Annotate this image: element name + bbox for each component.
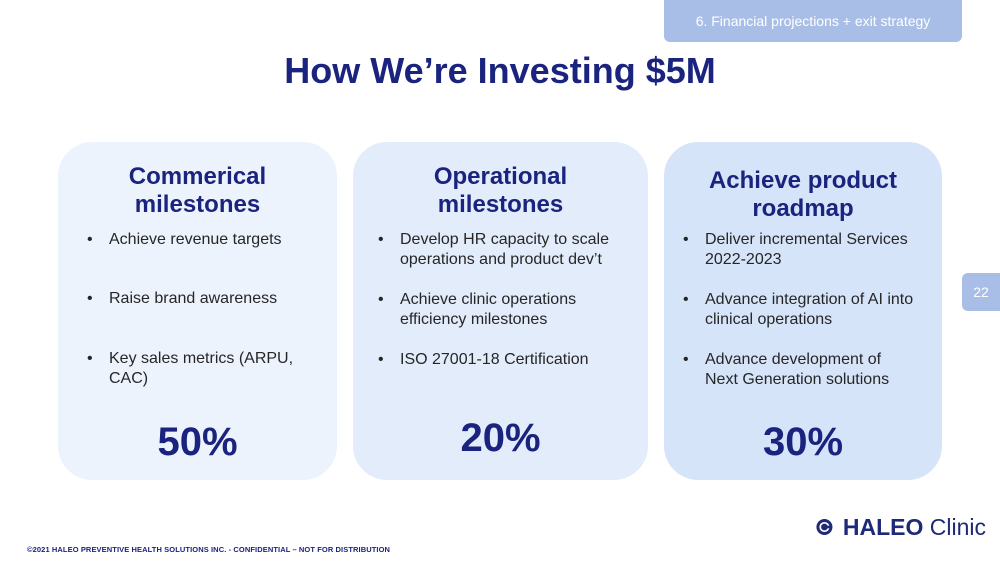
bullet-item: Advance integration of AI into clinical … xyxy=(681,290,939,330)
page-number-tab: 22 xyxy=(962,273,1000,311)
bullet-list: Achieve revenue targets Raise brand awar… xyxy=(85,230,331,389)
bullet-item: Advance development of Next Generation s… xyxy=(681,350,939,390)
bullet-line: Key sales metrics (ARPU, CAC) xyxy=(109,350,294,387)
bullet-line: 2022-2023 xyxy=(705,251,782,268)
card-heading-line: milestones xyxy=(437,191,564,218)
bullet-item: ISO 27001-18 Certification xyxy=(376,350,642,370)
haleo-logo-mark-icon xyxy=(816,518,833,536)
bullet-item: Develop HR capacity to scale operations … xyxy=(376,230,642,270)
allocation-percent: 50% xyxy=(157,420,238,464)
card-heading: Achieve product roadmap xyxy=(664,167,942,223)
bullet-item: Key sales metrics (ARPU, CAC) xyxy=(85,349,331,389)
slide-title: How We’re Investing $5M xyxy=(284,50,716,91)
section-tab: 6. Financial projections + exit strategy xyxy=(664,0,962,42)
bullet-line: Deliver incremental Services xyxy=(705,231,908,248)
logo-wordmark-bold: HALEO xyxy=(842,513,924,540)
allocation-percent: 30% xyxy=(762,420,844,464)
card-product-roadmap: Achieve product roadmap Deliver incremen… xyxy=(664,142,942,480)
logo-wordmark: HALEO Clinic xyxy=(843,514,986,541)
bullet-line: Raise brand awareness xyxy=(109,290,278,307)
bullet-line: Achieve clinic operations xyxy=(400,291,577,308)
bullet-line: Next Generation solutions xyxy=(705,371,890,388)
bullet-list: Deliver incremental Services 2022-2023 A… xyxy=(681,230,939,390)
bullet-list: Develop HR capacity to scale operations … xyxy=(376,230,642,370)
card-heading-line: Achieve product xyxy=(708,167,898,194)
bullet-line: Achieve revenue targets xyxy=(109,231,282,248)
bullet-line: Develop HR capacity to scale xyxy=(400,231,609,248)
card-commercial-milestones: Commerical milestones Achieve revenue ta… xyxy=(58,142,337,480)
card-heading-line: roadmap xyxy=(752,195,854,222)
card-heading-line: Operational xyxy=(433,163,568,190)
bullet-line: clinical operations xyxy=(705,311,833,328)
bullet-line: ISO 27001-18 Certification xyxy=(400,351,589,368)
card-heading-line: Commerical xyxy=(128,163,267,190)
logo-wordmark-light: Clinic xyxy=(929,513,986,540)
page-number: 22 xyxy=(973,284,989,300)
bullet-item: Raise brand awareness xyxy=(85,289,331,309)
section-tab-label: 6. Financial projections + exit strategy xyxy=(695,13,931,29)
footer-copyright: ©2021 HALEO PREVENTIVE HEALTH SOLUTIONS … xyxy=(27,545,391,554)
card-operational-milestones: Operational milestones Develop HR capaci… xyxy=(353,142,648,480)
bullet-line: efficiency milestones xyxy=(400,311,548,328)
bullet-line: Advance development of xyxy=(705,351,882,368)
card-heading: Commerical milestones xyxy=(58,163,337,219)
bullet-item: Deliver incremental Services 2022-2023 xyxy=(681,230,939,270)
haleo-clinic-logo: HALEO Clinic xyxy=(816,507,986,547)
bullet-item: Achieve revenue targets xyxy=(85,230,331,250)
allocation-percent: 20% xyxy=(460,416,541,460)
bullet-line: operations and product dev’t xyxy=(400,251,602,268)
card-heading: Operational milestones xyxy=(353,163,648,219)
card-heading-line: milestones xyxy=(134,191,261,218)
bullet-line: Advance integration of AI into xyxy=(705,291,914,308)
bullet-item: Achieve clinic operations efficiency mil… xyxy=(376,290,642,330)
